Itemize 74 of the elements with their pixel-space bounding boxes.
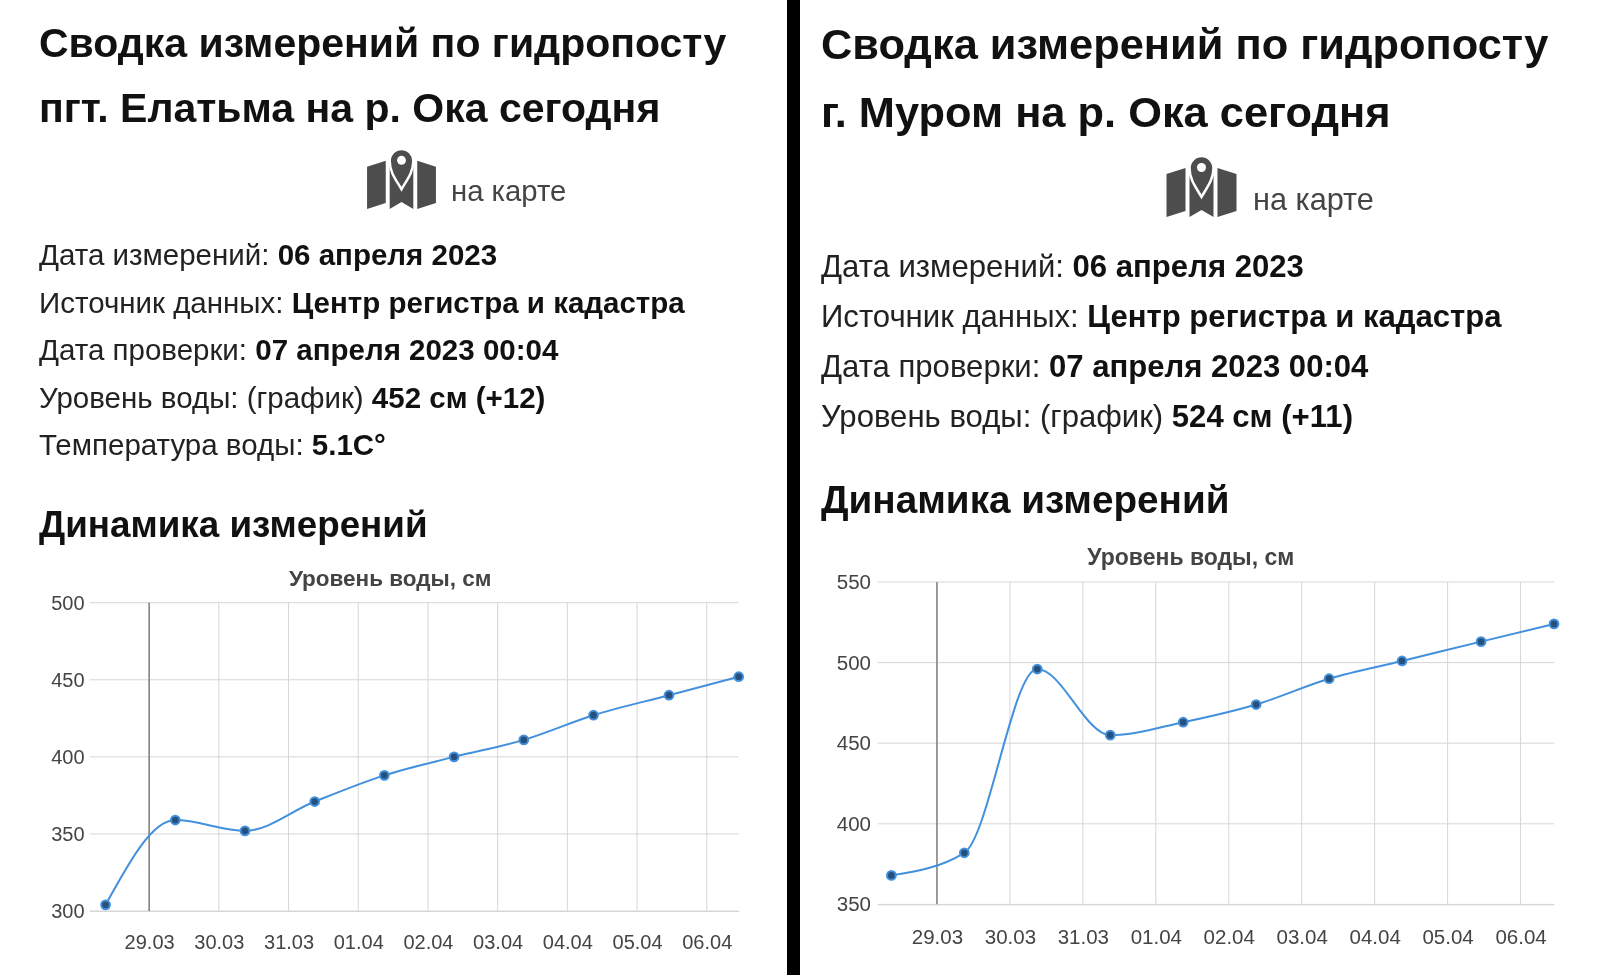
y-tick-label: 400	[51, 745, 85, 768]
y-tick-label: 450	[836, 731, 871, 755]
x-tick-label: 29.03	[911, 925, 964, 949]
chart-title: Динамика измерений	[39, 503, 428, 547]
text: Сводка измерений по гидропосту г. Муром на р. Ока сегодня	[821, 19, 1550, 138]
text: Температура воды:	[39, 428, 304, 462]
text: Дата измерений:	[39, 238, 270, 272]
y-tick-label: 550	[836, 570, 871, 594]
x-tick-label: 01.04	[333, 931, 384, 953]
y-tick-label: 350	[51, 822, 85, 845]
text: 5.1C°	[311, 428, 386, 462]
point	[1177, 716, 1189, 728]
text: на карте	[1253, 181, 1374, 219]
x-tick-label: 06.04	[682, 931, 733, 953]
point	[1323, 673, 1335, 685]
x-tick-label: 05.04	[612, 931, 663, 953]
x-tick-label: 05.04	[1422, 925, 1474, 949]
text: 452 см (+12)	[371, 380, 546, 414]
point	[448, 751, 460, 763]
x-tick-label: 06.04	[1495, 925, 1547, 949]
chart-subtitle: Уровень воды, см	[288, 565, 492, 591]
point	[239, 825, 251, 837]
point	[886, 870, 897, 881]
point	[1031, 663, 1043, 675]
y-tick-label: 500	[51, 591, 85, 614]
text: Сводка измерений по гидропосту пгт. Елатьма на р. Ока сегодня	[39, 18, 728, 133]
x-tick-label: 30.03	[984, 925, 1037, 949]
x-tick-label: 03.04	[1276, 925, 1328, 949]
x-tick-label: 31.03	[1057, 925, 1110, 949]
point	[1475, 636, 1487, 648]
text: Дата измерений:	[821, 249, 1064, 284]
x-tick-label: 29.03	[124, 931, 175, 953]
text: Уровень воды: (график)	[39, 380, 364, 414]
point	[100, 899, 111, 911]
x-tick-label: 04.04	[542, 931, 593, 953]
text: Дата проверки:	[821, 349, 1041, 384]
point	[733, 671, 745, 683]
text: Источник данных:	[821, 299, 1079, 334]
point	[1548, 618, 1560, 630]
x-tick-label: 01.04	[1130, 925, 1182, 949]
chart-title: Динамика измерений	[821, 477, 1230, 523]
point	[588, 709, 599, 721]
point	[309, 796, 321, 807]
text: Уровень воды: (график)	[821, 399, 1164, 434]
x-tick-label: 03.04	[473, 931, 524, 953]
point	[663, 689, 675, 701]
point	[958, 847, 970, 859]
text: Дата проверки:	[39, 333, 248, 367]
chart-subtitle: Уровень воды, см	[1087, 544, 1295, 570]
y-tick-label: 500	[836, 650, 871, 674]
point	[518, 734, 530, 746]
text: 06 апреля 2023	[277, 238, 498, 272]
text: Центр регистра и кадастра	[1087, 299, 1502, 334]
point	[379, 769, 390, 781]
text: 06 апреля 2023	[1072, 249, 1304, 284]
text: 07 апреля 2023 00:04	[1048, 349, 1369, 384]
y-tick-label: 450	[51, 668, 85, 691]
y-tick-label: 350	[836, 892, 871, 916]
text: Центр регистра и кадастра	[291, 285, 685, 319]
x-tick-label: 30.03	[194, 931, 245, 953]
text: 524 см (+11)	[1171, 399, 1353, 434]
point	[1250, 699, 1262, 710]
y-tick-label: 300	[51, 899, 85, 922]
x-tick-label: 31.03	[264, 931, 315, 953]
text: 07 апреля 2023 00:04	[255, 333, 559, 367]
point	[169, 814, 181, 826]
text: на карте	[451, 173, 567, 209]
y-tick-label: 400	[836, 811, 871, 835]
x-tick-label: 02.04	[1203, 925, 1255, 949]
x-tick-label: 04.04	[1349, 925, 1401, 949]
point	[1396, 655, 1408, 667]
point	[1104, 729, 1116, 741]
text: Источник данных:	[39, 285, 284, 319]
x-tick-label: 02.04	[403, 931, 454, 953]
